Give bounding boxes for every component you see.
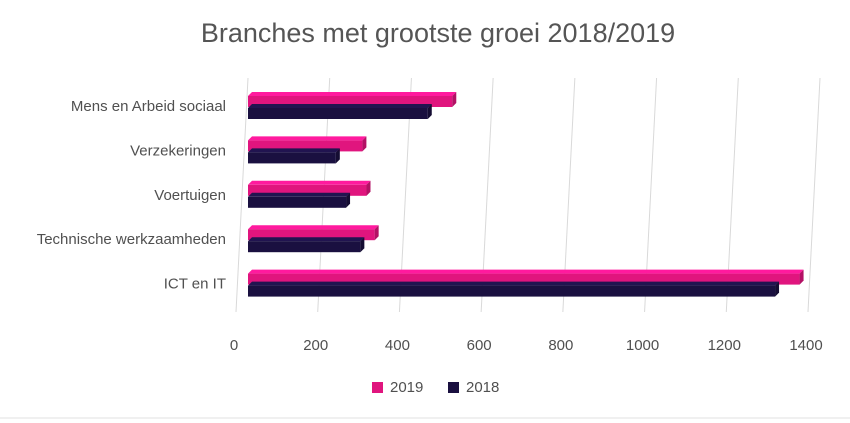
x-tick-label-6: 1200 — [708, 337, 741, 354]
x-tick-label-4: 800 — [548, 337, 573, 354]
chart-title: Branches met grootste groei 2018/2019 — [201, 18, 675, 48]
gridline-7 — [807, 77, 821, 313]
legend-swatch-2018 — [448, 382, 459, 393]
category-labels: Mens en Arbeid sociaal Verzekeringen Voert… — [37, 98, 226, 293]
x-axis-tick-labels: 0 200 400 600 800 1000 1200 1400 — [230, 337, 823, 354]
category-label-4: ICT en IT — [164, 276, 226, 293]
gridline-0 — [235, 77, 249, 313]
x-tick-label-7: 1400 — [789, 337, 822, 354]
x-tick-label-0: 0 — [230, 337, 238, 354]
bar-2019-1 — [248, 136, 367, 152]
bar-2019-2 — [248, 180, 371, 196]
bar-2018-0 — [248, 104, 432, 119]
legend-label-2019: 2019 — [390, 379, 423, 396]
x-tick-label-2: 400 — [385, 337, 410, 354]
bar-2018-4 — [248, 281, 780, 297]
bar-2019-4 — [248, 269, 804, 285]
category-label-3: Technische werkzaamheden — [37, 231, 226, 248]
bar-2018-2 — [248, 192, 351, 208]
x-tick-label-3: 600 — [467, 337, 492, 354]
bar-2018-3 — [248, 237, 365, 253]
x-tick-label-5: 1000 — [626, 337, 659, 354]
bars — [248, 92, 804, 297]
bar-2018-1 — [248, 148, 340, 164]
category-label-2: Voertuigen — [154, 187, 226, 204]
x-tick-label-1: 200 — [303, 337, 328, 354]
category-label-1: Verzekeringen — [130, 142, 226, 159]
bar-2019-3 — [248, 225, 379, 241]
legend: 2019 2018 — [372, 379, 499, 396]
legend-label-2018: 2018 — [466, 379, 499, 396]
legend-swatch-2019 — [372, 382, 383, 393]
category-label-0: Mens en Arbeid sociaal — [71, 98, 226, 115]
bar-2019-0 — [248, 92, 457, 107]
